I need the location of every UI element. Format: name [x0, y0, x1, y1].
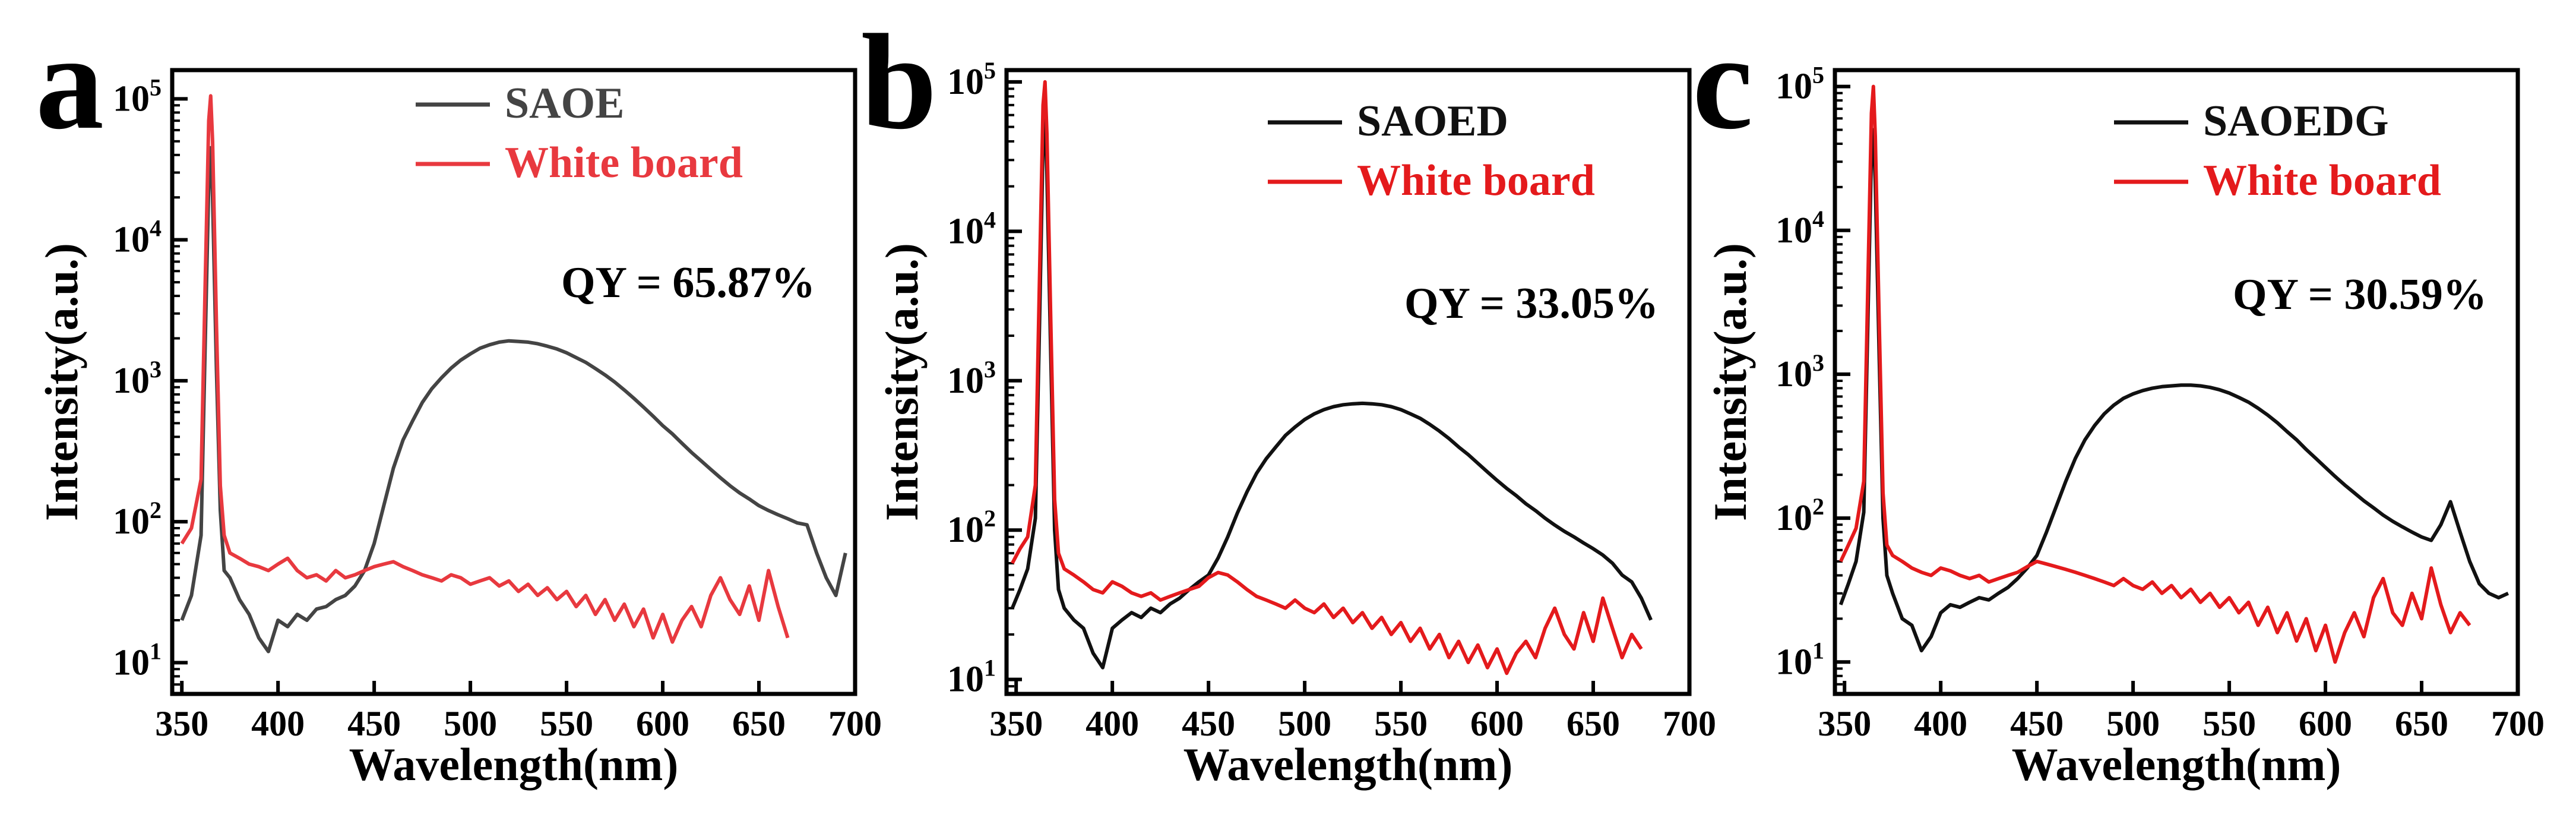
- panel-letter: a: [36, 6, 104, 157]
- legend-label: SAOE: [505, 79, 625, 128]
- y-tick-label: 101: [113, 637, 162, 683]
- panel-b: b 350 400 450 500 550 600 650 700 101 102 103 104 105…: [861, 6, 1716, 790]
- series-line-white-board: [180, 94, 790, 644]
- y-axis-title: Intensity(a.u.): [876, 243, 928, 521]
- x-tick-label: 600: [1470, 704, 1524, 743]
- qy-annotation: QY = 30.59%: [2233, 270, 2487, 319]
- x-tick-label: 400: [1086, 704, 1139, 743]
- x-tick-label: 450: [347, 704, 401, 743]
- y-tick-label: 105: [947, 57, 996, 102]
- x-tick-label: 700: [828, 704, 882, 743]
- legend-label: White board: [505, 138, 743, 187]
- series-line-sample: [1838, 128, 2509, 653]
- legend-label: SAOEDG: [2203, 97, 2389, 146]
- x-tick-label: 550: [540, 704, 593, 743]
- panel-a: a 350 400 450 500 550 600 650 700 101 102 103 104 105…: [36, 6, 882, 790]
- x-tick-label: 600: [636, 704, 689, 743]
- series-line-white-board: [1838, 84, 2471, 664]
- series-line-sample: [180, 146, 847, 654]
- x-axis-title: Wavelength(nm): [2012, 738, 2341, 790]
- series-line-white-board: [1011, 80, 1643, 676]
- legend-label: SAOED: [1357, 97, 1508, 146]
- y-tick-label: 103: [947, 356, 996, 401]
- x-tick-label: 500: [444, 704, 497, 743]
- x-tick-label: 550: [1374, 704, 1428, 743]
- x-tick-label: 350: [989, 704, 1043, 743]
- x-tick-label: 400: [251, 704, 305, 743]
- x-tick-label: 350: [155, 704, 208, 743]
- qy-annotation: QY = 65.87%: [561, 258, 815, 307]
- series-line-sample: [1010, 113, 1653, 670]
- y-tick-label: 102: [113, 497, 162, 542]
- panel-c: c 350 400 450 500 550 600 650 700 101 102 103 104 105…: [1692, 6, 2545, 790]
- qy-annotation: QY = 33.05%: [1404, 279, 1659, 328]
- x-tick-label: 450: [1182, 704, 1235, 743]
- legend-label: White board: [1357, 156, 1595, 205]
- y-tick-label: 103: [1776, 349, 1824, 394]
- y-tick-label: 103: [113, 356, 162, 401]
- x-tick-label: 350: [1818, 704, 1871, 743]
- x-tick-label: 500: [1278, 704, 1331, 743]
- x-tick-label: 650: [2395, 704, 2448, 743]
- x-tick-label: 500: [2106, 704, 2160, 743]
- y-tick-label: 102: [1776, 493, 1824, 538]
- y-tick-label: 102: [947, 505, 996, 550]
- panel-letter: b: [861, 6, 937, 157]
- x-tick-label: 550: [2202, 704, 2256, 743]
- x-tick-label: 450: [2010, 704, 2064, 743]
- x-axis-title: Wavelength(nm): [349, 738, 679, 790]
- panel-letter: c: [1692, 6, 1753, 157]
- y-tick-label: 104: [1776, 206, 1824, 251]
- x-tick-label: 600: [2299, 704, 2352, 743]
- y-tick-label: 105: [113, 74, 162, 119]
- y-axis-title: Intensity(a.u.): [36, 243, 87, 521]
- legend-label: White board: [2203, 156, 2441, 205]
- y-tick-label: 101: [1776, 637, 1824, 682]
- x-tick-label: 400: [1914, 704, 1967, 743]
- y-axis-title: Intensity(a.u.): [1704, 243, 1756, 521]
- x-tick-label: 650: [1567, 704, 1620, 743]
- x-axis-title: Wavelength(nm): [1183, 738, 1513, 790]
- y-tick-label: 101: [947, 655, 996, 700]
- x-tick-label: 700: [2491, 704, 2545, 743]
- x-tick-label: 700: [1663, 704, 1716, 743]
- y-tick-label: 104: [947, 206, 996, 251]
- x-tick-label: 650: [732, 704, 786, 743]
- y-tick-label: 104: [113, 215, 162, 260]
- y-tick-label: 105: [1776, 62, 1824, 107]
